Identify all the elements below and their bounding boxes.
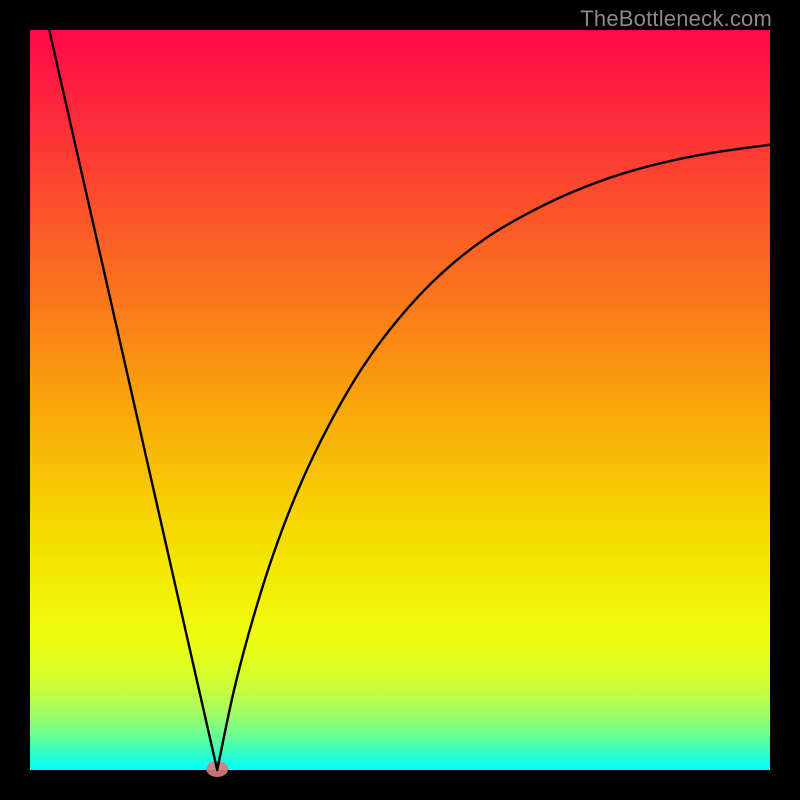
chart-svg [0,0,800,800]
plot-area [30,30,770,770]
chart-container: TheBottleneck.com [0,0,800,800]
watermark-text: TheBottleneck.com [580,6,772,32]
